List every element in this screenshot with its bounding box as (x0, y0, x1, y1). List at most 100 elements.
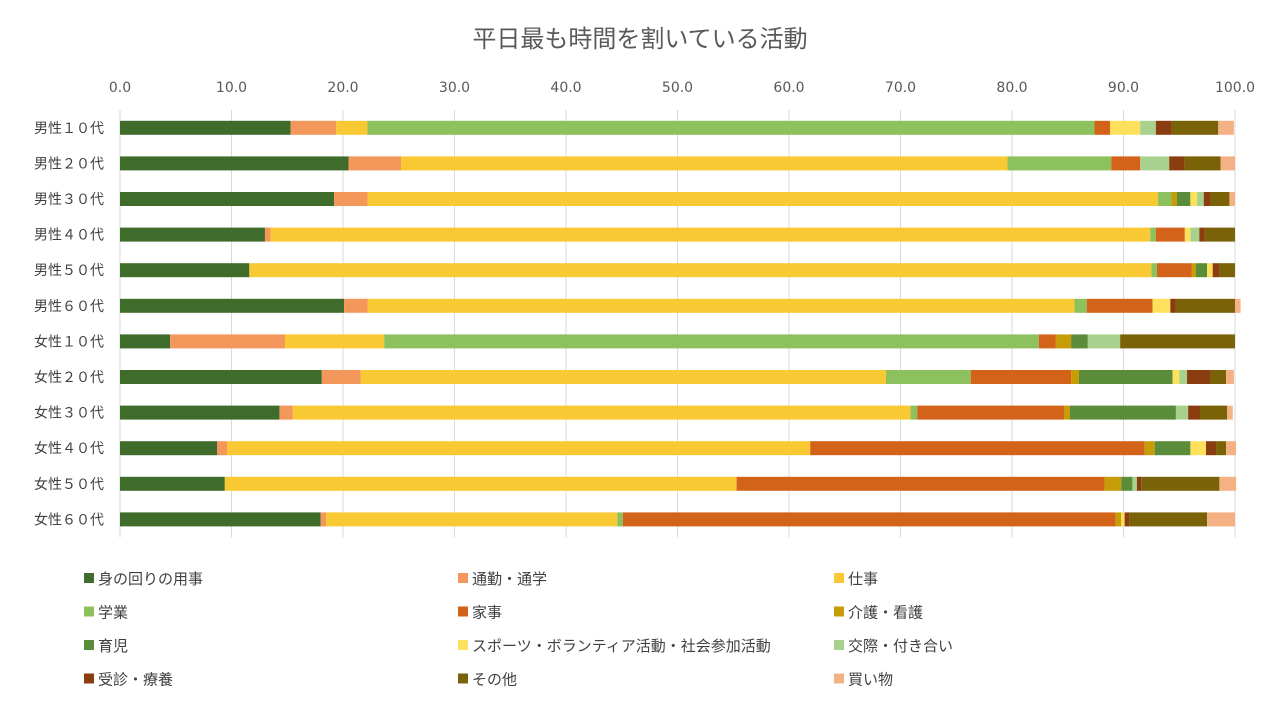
bar-segment (120, 512, 321, 527)
y-category-label: 男性１０代 (34, 121, 104, 137)
x-tick-label: 20.0 (327, 80, 358, 96)
bar-segment (1158, 192, 1172, 206)
legend-item: 育児 (84, 637, 128, 655)
bar-segment (367, 298, 1075, 313)
legend-swatch (458, 640, 468, 650)
y-category-label: 男性６０代 (34, 299, 104, 315)
bar-segment (1175, 405, 1189, 420)
bar-segment (1227, 405, 1233, 420)
bar-segment (1007, 156, 1112, 171)
legend-item: 通勤・通学 (458, 570, 547, 588)
bar-segment (1071, 334, 1088, 349)
chart-title: 平日最も時間を割いている活動 (472, 25, 807, 53)
bar-segment (1188, 405, 1201, 420)
bar-segment (1191, 263, 1196, 278)
legend-swatch (84, 573, 94, 583)
bar-segment (1197, 192, 1204, 206)
legend-swatch (834, 673, 844, 684)
legend-label: 家事 (472, 604, 502, 622)
legend-label: その他 (472, 671, 517, 689)
bar-segment (120, 476, 225, 491)
legend-item: 仕事 (834, 570, 878, 588)
bar-segment (1086, 298, 1153, 313)
bar-segment (384, 334, 1039, 349)
legend-swatch (834, 640, 844, 650)
bar-segment (367, 192, 1159, 206)
bar-segment (1170, 298, 1176, 313)
legend-item: 身の回りの用事 (84, 570, 203, 588)
bar-segment (1172, 370, 1180, 384)
bar-segment (1190, 227, 1200, 242)
legend-label: 受診・療養 (98, 671, 173, 689)
legend-label: 通勤・通学 (472, 570, 547, 588)
bar-segment (1207, 512, 1235, 527)
bar-segment (1190, 192, 1198, 206)
gridlines (119, 110, 1236, 538)
x-tick-label: 40.0 (550, 80, 581, 96)
bar-segment (1216, 441, 1227, 456)
x-tick-label: 10.0 (216, 80, 247, 96)
bar-segment (1064, 405, 1070, 420)
bar-segment (1150, 227, 1156, 242)
legend-swatch (84, 640, 94, 650)
legend-label: 身の回りの用事 (98, 570, 203, 588)
bar-segment (970, 370, 1072, 384)
y-category-label: 女性２０代 (34, 369, 104, 386)
legend-swatch (834, 573, 844, 583)
bar-segment (120, 263, 250, 278)
bar-segment (285, 334, 385, 349)
legend-item: 家事 (458, 604, 502, 622)
legend-label: 買い物 (848, 671, 893, 689)
legend-label: 育児 (98, 637, 128, 655)
bar-segment (1151, 263, 1157, 278)
y-category-label: 女性３０代 (34, 405, 104, 422)
y-axis-category-labels: 男性１０代男性２０代男性３０代男性４０代男性５０代男性６０代女性１０代女性２０代… (34, 121, 104, 529)
bar-segment (622, 512, 1116, 527)
legend-item: 受診・療養 (84, 671, 173, 689)
bar-segment (1229, 192, 1235, 206)
bar-segment (120, 192, 335, 206)
bar-segment (1212, 263, 1220, 278)
x-tick-label: 80.0 (996, 80, 1027, 96)
bar-segment (736, 476, 1105, 491)
bar-segment (120, 227, 265, 242)
legend-swatch (834, 606, 844, 617)
bar-segment (270, 227, 1151, 242)
x-axis-tick-labels: 0.0 10.0 20.0 30.0 40.0 50.0 60.0 70.0 80.0 90.0 1… (109, 80, 1255, 96)
bar-segment (1078, 370, 1173, 384)
bar-segment (1094, 120, 1111, 135)
bar-segment (1219, 263, 1235, 278)
bar-segment (1124, 512, 1130, 527)
bar-segment (1140, 156, 1170, 171)
bar-segments (120, 120, 1241, 527)
bar-segment (348, 156, 401, 171)
bar-segment (1104, 476, 1122, 491)
legend-label: 仕事 (848, 570, 878, 588)
bar-segment (1226, 441, 1237, 456)
bar-segment (120, 405, 280, 420)
bar-segment (120, 441, 218, 456)
legend-item: 交際・付き合い (834, 637, 953, 655)
bar-segment (1179, 370, 1188, 384)
bar-segment (1220, 156, 1235, 171)
bar-segment (1210, 370, 1227, 384)
bar-segment (1184, 227, 1191, 242)
bar-segment (1115, 512, 1122, 527)
bar-segment (1226, 370, 1234, 384)
bar-segment (910, 405, 918, 420)
bar-segment (1171, 120, 1219, 135)
bar-segment (1203, 192, 1211, 206)
bar-segment (217, 441, 228, 456)
bar-segment (810, 441, 1145, 456)
bar-segment (1156, 263, 1192, 278)
bar-segment (320, 512, 327, 527)
legend-swatch (458, 673, 468, 684)
bar-segment (1121, 476, 1133, 491)
bar-segment (120, 156, 349, 171)
bar-segment (321, 370, 361, 384)
bar-segment (1204, 227, 1235, 242)
bar-segment (1129, 512, 1208, 527)
bar-segment (1207, 263, 1213, 278)
